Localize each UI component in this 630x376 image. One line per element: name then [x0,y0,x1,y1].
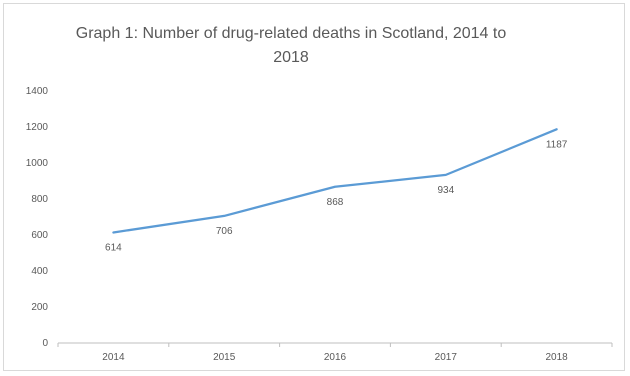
x-tick-label: 2016 [324,352,347,363]
series-line [112,128,558,234]
x-axis-ticks: 2014 2015 2016 2017 2018 [57,343,613,363]
chart-frame [3,3,625,371]
x-tick-label: 2014 [102,352,125,363]
y-tick-label: 0 [42,338,48,349]
data-label: 706 [216,226,233,237]
y-axis-ticks: 0 200 400 600 800 1000 1200 1400 [26,86,49,349]
data-label: 934 [437,185,454,196]
data-label: 868 [327,197,344,208]
x-tick-label: 2018 [545,352,568,363]
y-tick-label: 1000 [26,158,49,169]
y-tick-label: 400 [31,266,48,277]
y-tick-label: 200 [31,302,48,313]
data-labels: 614 706 868 934 1187 [105,139,568,253]
chart-title: Graph 1: Number of drug-related deaths i… [75,25,507,66]
data-label: 1187 [546,139,568,150]
x-tick-label: 2015 [213,352,236,363]
y-tick-label: 600 [31,230,48,241]
x-tick-label: 2017 [435,352,458,363]
y-tick-label: 1400 [26,86,49,97]
y-tick-label: 800 [31,194,48,205]
y-tick-label: 1200 [26,122,49,133]
data-label: 614 [105,242,122,253]
